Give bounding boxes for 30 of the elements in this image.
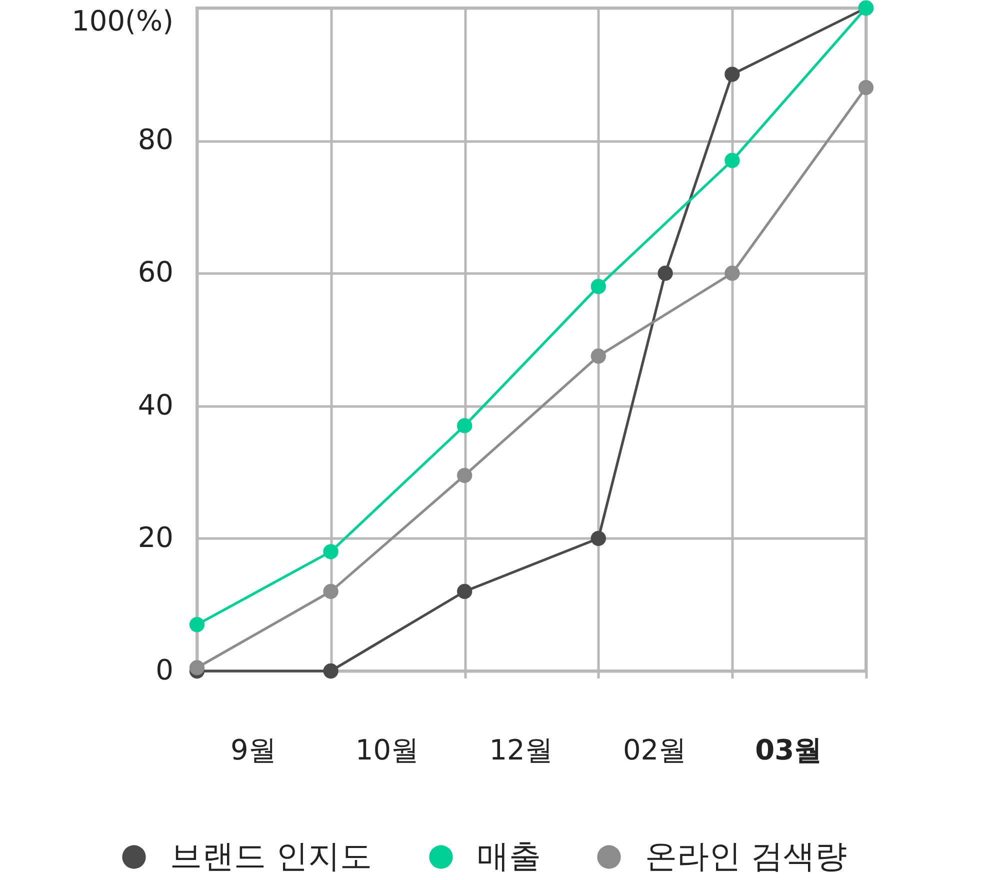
y-tick-label: 20 xyxy=(138,520,174,554)
y-tick-label: 100(%) xyxy=(72,4,174,38)
point xyxy=(858,80,874,96)
legend-label: 브랜드 인지도 xyxy=(170,837,372,875)
x-tick-label: 02월 xyxy=(622,734,687,766)
point xyxy=(658,266,673,281)
point xyxy=(323,544,338,560)
x-tick-label: 12월 xyxy=(489,734,553,766)
x-tick-label: 10월 xyxy=(355,734,420,766)
point xyxy=(590,530,606,546)
y-tick-label: 80 xyxy=(138,123,174,156)
point xyxy=(323,663,338,679)
point xyxy=(590,278,606,294)
legend-label: 온라인 검색량 xyxy=(645,837,848,875)
point xyxy=(457,418,472,434)
point xyxy=(457,468,472,483)
y-tick-label: 0 xyxy=(156,654,174,686)
point xyxy=(189,617,205,632)
x-tick-label: 03월 xyxy=(755,734,822,766)
legend-label: 매출 xyxy=(477,837,541,875)
y-tick-label: 60 xyxy=(138,256,174,289)
point xyxy=(323,584,338,600)
y-tick-label: 40 xyxy=(138,388,174,422)
point xyxy=(724,66,740,82)
point xyxy=(590,348,606,364)
point xyxy=(189,660,205,676)
x-tick-label: 9월 xyxy=(230,734,276,766)
point xyxy=(724,266,740,281)
point xyxy=(724,152,740,168)
point xyxy=(457,584,472,600)
